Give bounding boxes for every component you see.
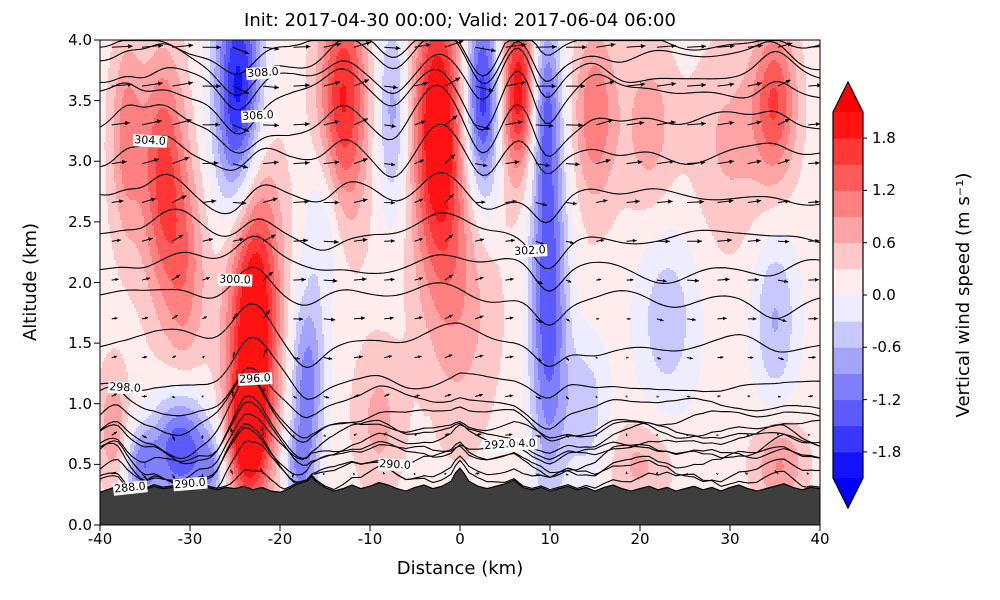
figure: Init: 2017-04-30 00:00; Valid: 2017-06-0… — [0, 0, 1000, 600]
chart-canvas — [0, 0, 1000, 600]
